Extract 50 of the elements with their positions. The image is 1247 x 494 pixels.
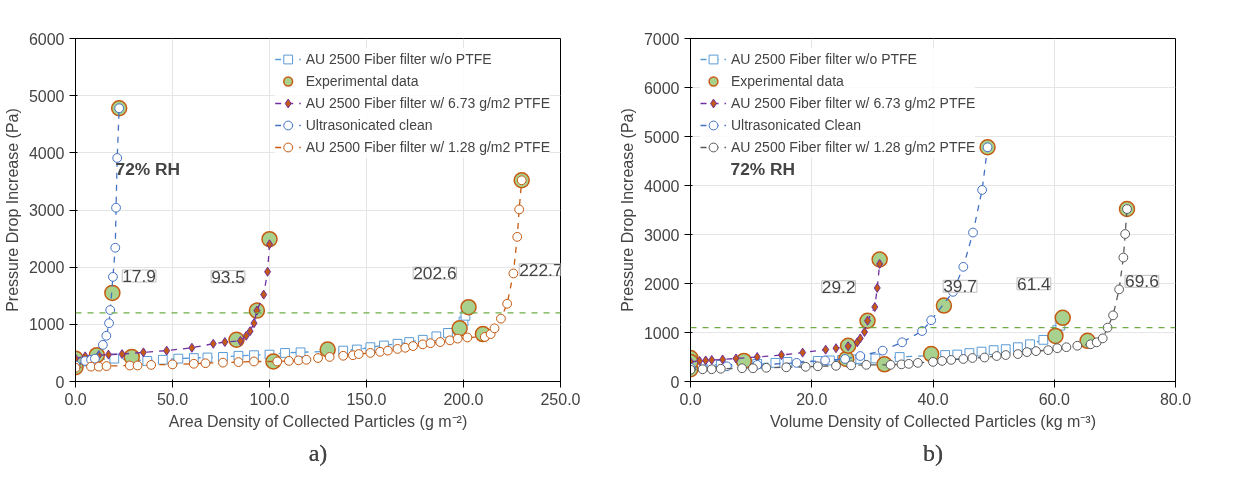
text: b) bbox=[923, 439, 943, 466]
x-tick-label: 100.0 bbox=[249, 390, 290, 408]
x-axis-title: Area Density of Collected Particles (g m⁻²) bbox=[168, 412, 468, 430]
y-axis-title: Pressure Drop Increase (Pa) bbox=[3, 108, 21, 312]
y-tick-label: 6000 bbox=[28, 30, 65, 48]
y-tick-label: 5000 bbox=[643, 128, 680, 146]
annotation: 69.6 bbox=[1125, 271, 1159, 292]
y-tick-label: 4000 bbox=[643, 177, 680, 195]
legend-label: Experimental data bbox=[731, 72, 844, 91]
y-tick-label: 7000 bbox=[643, 30, 680, 48]
legend-label: Experimental data bbox=[305, 72, 419, 91]
legend-label: Ultrasonicated clean bbox=[305, 116, 433, 135]
legend-label: AU 2500 Fiber filter w/ 1.28 g/m2 PTFE bbox=[305, 138, 550, 157]
y-tick-label: 1000 bbox=[643, 324, 680, 342]
x-tick-label: 200.0 bbox=[443, 390, 484, 408]
x-tick-label: 80.0 bbox=[1159, 390, 1192, 408]
annotation: 202.6 bbox=[413, 263, 457, 284]
legend-label: AU 2500 Fiber filter w/o PTFE bbox=[731, 50, 917, 69]
y-tick-label: 3000 bbox=[28, 202, 65, 219]
annotation: 72% RH bbox=[730, 158, 796, 179]
legend-label: AU 2500 Fiber filter w/ 1.28 g/m2 PTFE bbox=[731, 138, 976, 157]
y-axis-title: Pressure Drop Increase (Pa) bbox=[618, 108, 636, 312]
x-tick-label: 0.0 bbox=[679, 390, 702, 408]
annotation: 61.4 bbox=[1017, 273, 1052, 294]
annotation: 29.2 bbox=[821, 276, 856, 297]
x-tick-label: 60.0 bbox=[1038, 390, 1070, 408]
x-axis-title: Volume Density of Collected Particles (kg m⁻³) bbox=[770, 412, 1096, 430]
y-tick-label: 5000 bbox=[28, 87, 65, 105]
annotation: 93.5 bbox=[211, 266, 245, 287]
y-tick-label: 2000 bbox=[643, 275, 680, 293]
y-tick-label: 6000 bbox=[643, 79, 680, 97]
y-tick-label: 0 bbox=[670, 373, 680, 391]
annotation: 72% RH bbox=[115, 158, 181, 179]
x-tick-label: 50.0 bbox=[156, 390, 189, 408]
x-tick-label: 250.0 bbox=[540, 390, 581, 408]
y-tick-label: 1000 bbox=[28, 316, 65, 334]
text: a) bbox=[308, 439, 328, 466]
x-tick-label: 40.0 bbox=[917, 390, 949, 408]
y-tick-label: 4000 bbox=[28, 144, 65, 162]
y-tick-label: 0 bbox=[55, 373, 65, 391]
legend-label: AU 2500 Fiber filter w/ 6.73 g/m2 PTFE bbox=[305, 94, 550, 113]
annotation: 17.9 bbox=[122, 266, 156, 287]
legend-label: AU 2500 Fiber filter w/o PTFE bbox=[305, 50, 492, 69]
x-tick-label: 150.0 bbox=[346, 390, 387, 408]
x-tick-label: 20.0 bbox=[796, 390, 828, 408]
y-tick-label: 2000 bbox=[28, 259, 65, 277]
y-tick-label: 3000 bbox=[643, 226, 680, 244]
legend-label: AU 2500 Fiber filter w/ 6.73 g/m2 PTFE bbox=[731, 94, 976, 113]
x-tick-label: 0.0 bbox=[64, 390, 87, 408]
legend-label: Ultrasonicated Clean bbox=[731, 116, 861, 135]
